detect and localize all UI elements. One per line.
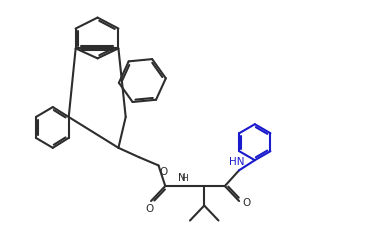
- Text: O: O: [159, 167, 168, 177]
- Text: HN: HN: [230, 157, 245, 167]
- Text: O: O: [145, 204, 153, 214]
- Text: H: H: [181, 174, 188, 183]
- Text: O: O: [242, 198, 250, 208]
- Text: N: N: [178, 173, 185, 183]
